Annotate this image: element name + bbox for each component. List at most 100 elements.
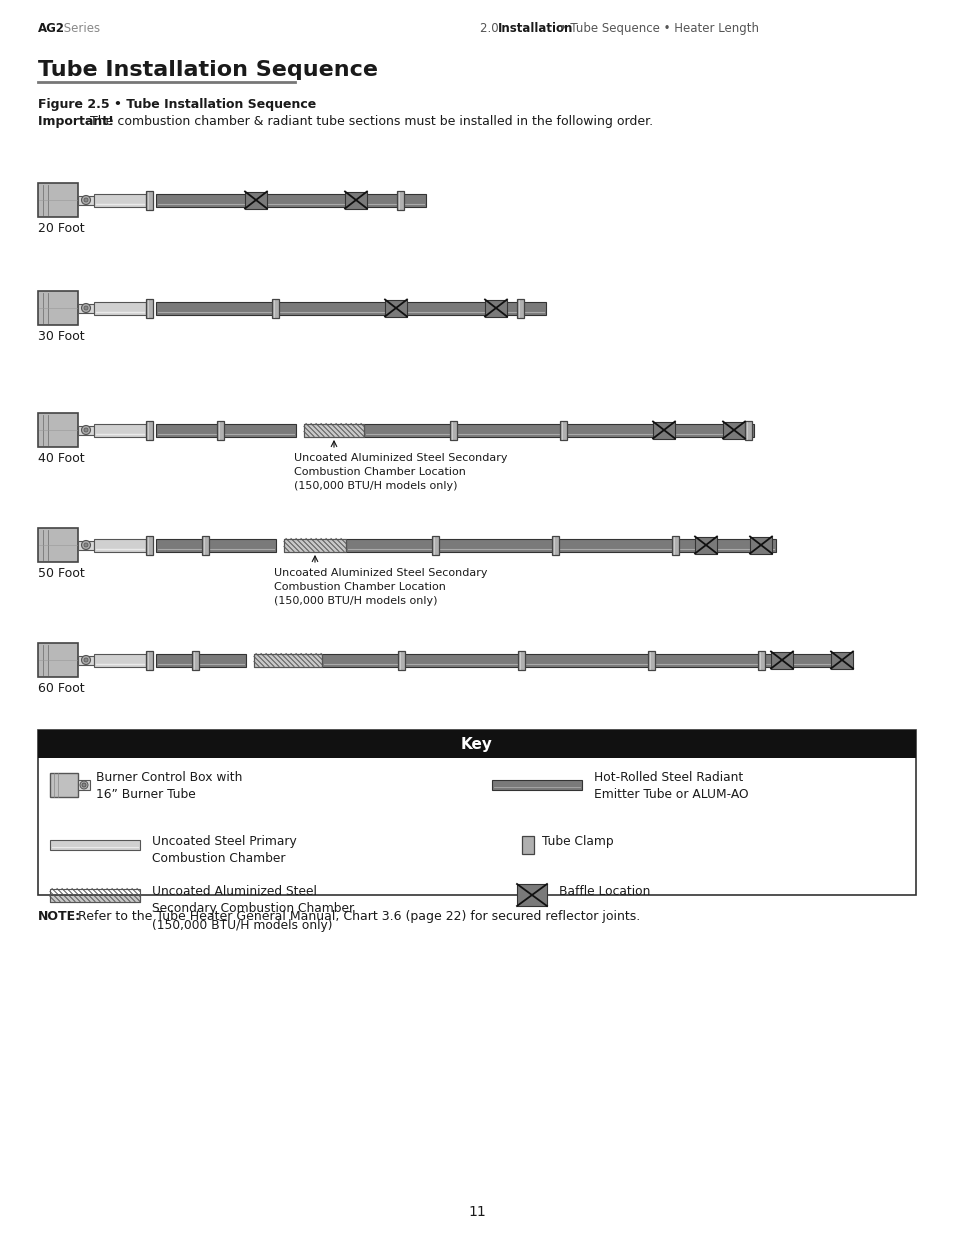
Bar <box>484 300 506 316</box>
Bar <box>518 651 525 669</box>
Bar <box>364 424 753 436</box>
Bar <box>253 653 322 667</box>
Text: 60 Foot: 60 Foot <box>38 682 85 695</box>
Text: Burner Control Box with
16” Burner Tube: Burner Control Box with 16” Burner Tube <box>96 771 242 802</box>
Circle shape <box>82 783 86 787</box>
Bar <box>94 538 146 552</box>
Bar <box>217 420 224 440</box>
Bar <box>50 888 140 902</box>
Bar <box>156 194 426 206</box>
Circle shape <box>84 198 88 203</box>
Text: The combustion chamber & radiant tube sections must be installed in the followin: The combustion chamber & radiant tube se… <box>86 115 653 128</box>
Text: Refer to the Tube Heater General Manual, Chart 3.6 (page 22) for secured reflect: Refer to the Tube Heater General Manual,… <box>74 910 639 923</box>
Bar <box>492 781 581 790</box>
Bar <box>38 643 78 677</box>
Bar <box>284 538 346 552</box>
Bar <box>521 836 534 853</box>
Bar <box>397 190 404 210</box>
Bar <box>147 299 153 317</box>
Bar <box>722 421 744 438</box>
Text: NOTE:: NOTE: <box>38 910 81 923</box>
Bar <box>50 773 78 797</box>
Text: 40 Foot: 40 Foot <box>38 452 85 466</box>
Bar <box>560 420 567 440</box>
Bar <box>38 412 78 447</box>
Bar <box>652 421 675 438</box>
Bar <box>193 651 199 669</box>
Text: 30 Foot: 30 Foot <box>38 330 85 343</box>
Bar <box>78 304 94 312</box>
Bar <box>253 653 322 667</box>
Bar <box>345 191 367 209</box>
Text: Important!: Important! <box>38 115 118 128</box>
Text: Tube Installation Sequence: Tube Installation Sequence <box>38 61 377 80</box>
Bar <box>284 538 346 552</box>
Text: Uncoated Aluminized Steel Secondary
Combustion Chamber Location
(150,000 BTU/H m: Uncoated Aluminized Steel Secondary Comb… <box>274 568 487 606</box>
Bar <box>78 781 90 790</box>
Bar <box>245 191 267 209</box>
Circle shape <box>81 304 91 312</box>
Bar <box>94 424 146 436</box>
Circle shape <box>84 543 88 547</box>
Circle shape <box>81 426 91 435</box>
Text: Uncoated Aluminized Steel
Secondary Combustion Chamber
(150,000 BTU/H models onl: Uncoated Aluminized Steel Secondary Comb… <box>152 885 354 932</box>
Text: 50 Foot: 50 Foot <box>38 567 85 580</box>
Text: 2.0: 2.0 <box>479 22 502 35</box>
Text: Hot-Rolled Steel Radiant
Emitter Tube or ALUM-AO: Hot-Rolled Steel Radiant Emitter Tube or… <box>594 771 748 802</box>
Bar <box>744 420 752 440</box>
Circle shape <box>81 541 91 550</box>
Bar <box>147 536 153 555</box>
Text: Baffle Location: Baffle Location <box>558 885 650 898</box>
Bar <box>695 536 717 553</box>
Bar <box>38 183 78 217</box>
Text: Series: Series <box>60 22 100 35</box>
Bar <box>304 424 364 436</box>
Bar <box>322 653 851 667</box>
Text: Uncoated Steel Primary
Combustion Chamber: Uncoated Steel Primary Combustion Chambe… <box>152 835 296 864</box>
Bar <box>304 424 364 436</box>
Circle shape <box>80 781 88 789</box>
Bar <box>770 652 792 668</box>
Bar <box>273 299 279 317</box>
Text: Installation: Installation <box>497 22 573 35</box>
Bar <box>156 301 545 315</box>
Text: Tube Clamp: Tube Clamp <box>541 835 613 848</box>
Text: Uncoated Aluminized Steel Secondary
Combustion Chamber Location
(150,000 BTU/H m: Uncoated Aluminized Steel Secondary Comb… <box>294 453 507 492</box>
Bar <box>38 291 78 325</box>
Bar <box>50 840 140 850</box>
Bar <box>432 536 439 555</box>
Bar <box>830 652 852 668</box>
Bar <box>38 730 915 895</box>
Bar <box>94 194 146 206</box>
Text: 20 Foot: 20 Foot <box>38 222 85 235</box>
Bar <box>147 190 153 210</box>
Bar <box>78 541 94 550</box>
Text: • Tube Sequence • Heater Length: • Tube Sequence • Heater Length <box>556 22 759 35</box>
Bar <box>38 730 915 758</box>
Bar <box>78 426 94 435</box>
Bar <box>450 420 457 440</box>
Text: AG2: AG2 <box>38 22 65 35</box>
Text: Key: Key <box>460 736 493 752</box>
Bar <box>517 884 546 906</box>
Bar <box>78 656 94 664</box>
Bar <box>758 651 764 669</box>
Bar <box>38 529 78 562</box>
Bar <box>94 653 146 667</box>
Circle shape <box>84 306 88 310</box>
Bar <box>78 195 94 205</box>
Circle shape <box>84 429 88 432</box>
Bar <box>147 420 153 440</box>
Circle shape <box>84 658 88 662</box>
Bar <box>202 536 210 555</box>
Bar <box>398 651 405 669</box>
Bar <box>385 300 407 316</box>
Bar <box>517 299 524 317</box>
Bar <box>648 651 655 669</box>
Bar <box>552 536 558 555</box>
Text: 11: 11 <box>468 1205 485 1219</box>
Bar <box>156 424 295 436</box>
Bar <box>50 888 140 902</box>
Circle shape <box>81 195 91 205</box>
Text: Figure 2.5 • Tube Installation Sequence: Figure 2.5 • Tube Installation Sequence <box>38 98 315 111</box>
